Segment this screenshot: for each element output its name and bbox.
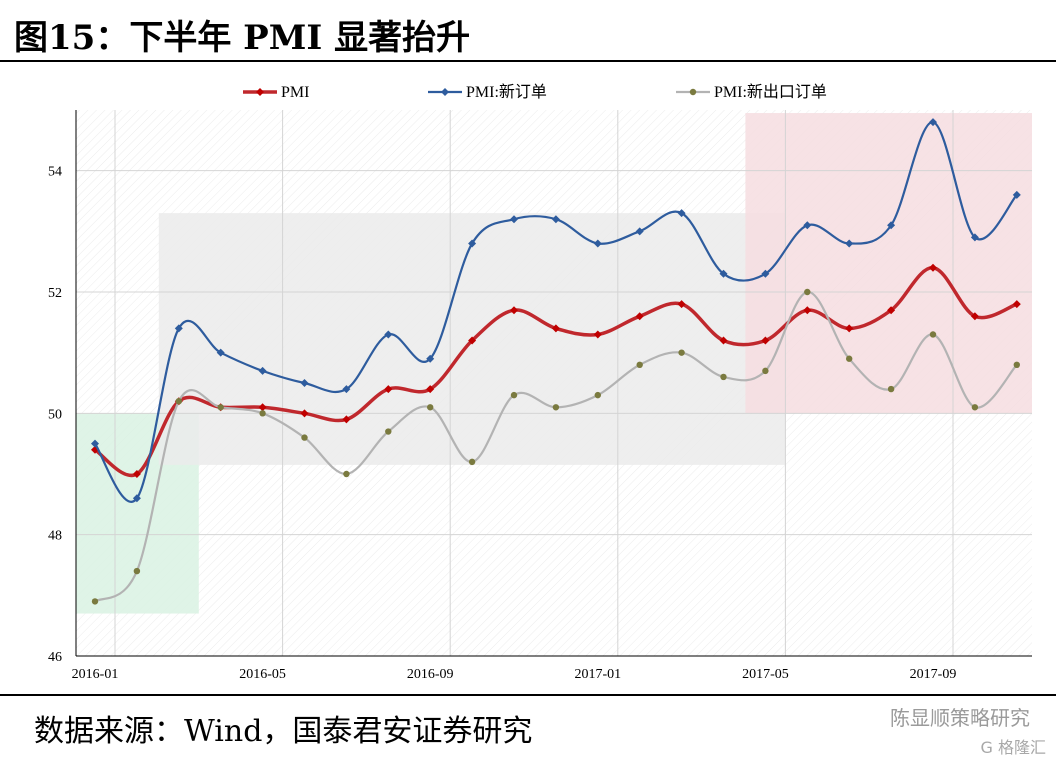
data-point (216, 348, 225, 357)
data-point (552, 404, 560, 411)
data-point (175, 398, 182, 405)
data-point (804, 288, 811, 296)
data-point (845, 324, 854, 333)
data-point (468, 458, 476, 466)
data-point (887, 221, 896, 230)
highlight-region-red (745, 113, 1032, 414)
x-tick-label: 2016-05 (239, 667, 286, 682)
title-rule (0, 60, 1056, 62)
legend-label: PMI (281, 84, 309, 101)
data-point (384, 330, 393, 339)
data-point (91, 598, 99, 605)
data-point (594, 391, 601, 399)
figure-title: 图15：下半年 PMI 显著抬升 (14, 18, 471, 58)
x-tick-labels: 2016-01 2016-05 2016-09 2017-01 2017-05 2017-… (72, 667, 957, 682)
data-point (217, 404, 224, 411)
data-point (1012, 300, 1021, 309)
legend-label: PMI:新订单 (466, 83, 547, 101)
data-point (636, 361, 643, 368)
data-point (551, 324, 560, 333)
data-point (510, 215, 518, 224)
watermark: 陈显顺策略研究 (890, 706, 1030, 730)
data-point (384, 385, 393, 394)
data-point (342, 415, 351, 424)
data-point (678, 349, 685, 356)
data-point (426, 385, 435, 394)
x-tick-label: 2017-05 (742, 667, 789, 682)
data-point (593, 239, 602, 248)
data-point (677, 300, 686, 309)
highlight-regions (76, 113, 1032, 614)
data-point (593, 330, 602, 339)
series-line-2 (94, 290, 1018, 603)
data-point (300, 379, 309, 387)
y-tick-label: 50 (48, 407, 62, 422)
data-point (259, 410, 266, 417)
data-point (719, 336, 728, 345)
data-point (300, 409, 309, 418)
legend-swatch-marker (441, 88, 449, 96)
data-point (1012, 190, 1021, 199)
data-point (635, 227, 644, 236)
data-point (887, 306, 896, 315)
data-point (91, 439, 99, 448)
data-point (720, 373, 727, 381)
x-tick-label: 2017-09 (910, 667, 957, 682)
data-point (887, 385, 895, 393)
legend-swatch-marker (256, 88, 264, 96)
data-point (258, 366, 267, 375)
data-point (258, 403, 267, 412)
data-point (551, 215, 560, 224)
watermark-logo: G 格隆汇 (980, 738, 1047, 757)
data-point (133, 567, 141, 575)
data-point (929, 263, 937, 272)
data-point (971, 404, 979, 411)
data-point (426, 354, 435, 363)
data-point (132, 494, 141, 503)
data-point (174, 324, 183, 333)
data-point (510, 306, 518, 315)
data-point (343, 470, 350, 478)
data-point (385, 428, 392, 435)
data-point (510, 391, 518, 399)
y-tick-labels: 46 48 50 52 54 (48, 165, 62, 665)
data-point (970, 233, 979, 242)
data-point (761, 336, 770, 345)
source-note: 数据来源：Wind，国泰君安证券研究 (34, 714, 533, 749)
data-point (719, 269, 728, 278)
data-point (677, 209, 686, 218)
legend: PMI PMI:新订单 PMI:新出口订单 (243, 83, 827, 101)
data-point (845, 239, 854, 248)
x-tick-label: 2017-01 (574, 667, 621, 682)
data-point (468, 239, 477, 248)
y-tick-label: 54 (48, 165, 62, 180)
data-point (427, 404, 434, 411)
series-lines (91, 118, 1021, 605)
data-point (132, 470, 141, 478)
y-tick-label: 48 (48, 529, 62, 544)
x-tick-label: 2016-01 (72, 667, 119, 682)
data-point (929, 331, 937, 338)
y-tick-label: 52 (48, 286, 62, 301)
data-point (468, 336, 477, 345)
data-point (342, 385, 351, 394)
legend-label: PMI:新出口订单 (714, 83, 827, 101)
data-point (635, 312, 644, 321)
data-point (761, 269, 770, 278)
data-point (301, 434, 308, 441)
data-point (1013, 361, 1020, 368)
data-point (803, 221, 812, 230)
x-tick-label: 2016-09 (407, 667, 454, 682)
y-tick-label: 46 (48, 650, 62, 665)
data-point (846, 355, 853, 362)
data-point (929, 118, 937, 127)
data-point (970, 312, 979, 321)
source-rule (0, 694, 1056, 696)
data-point (762, 367, 769, 375)
legend-swatch-marker (689, 88, 697, 96)
data-point (803, 306, 812, 315)
